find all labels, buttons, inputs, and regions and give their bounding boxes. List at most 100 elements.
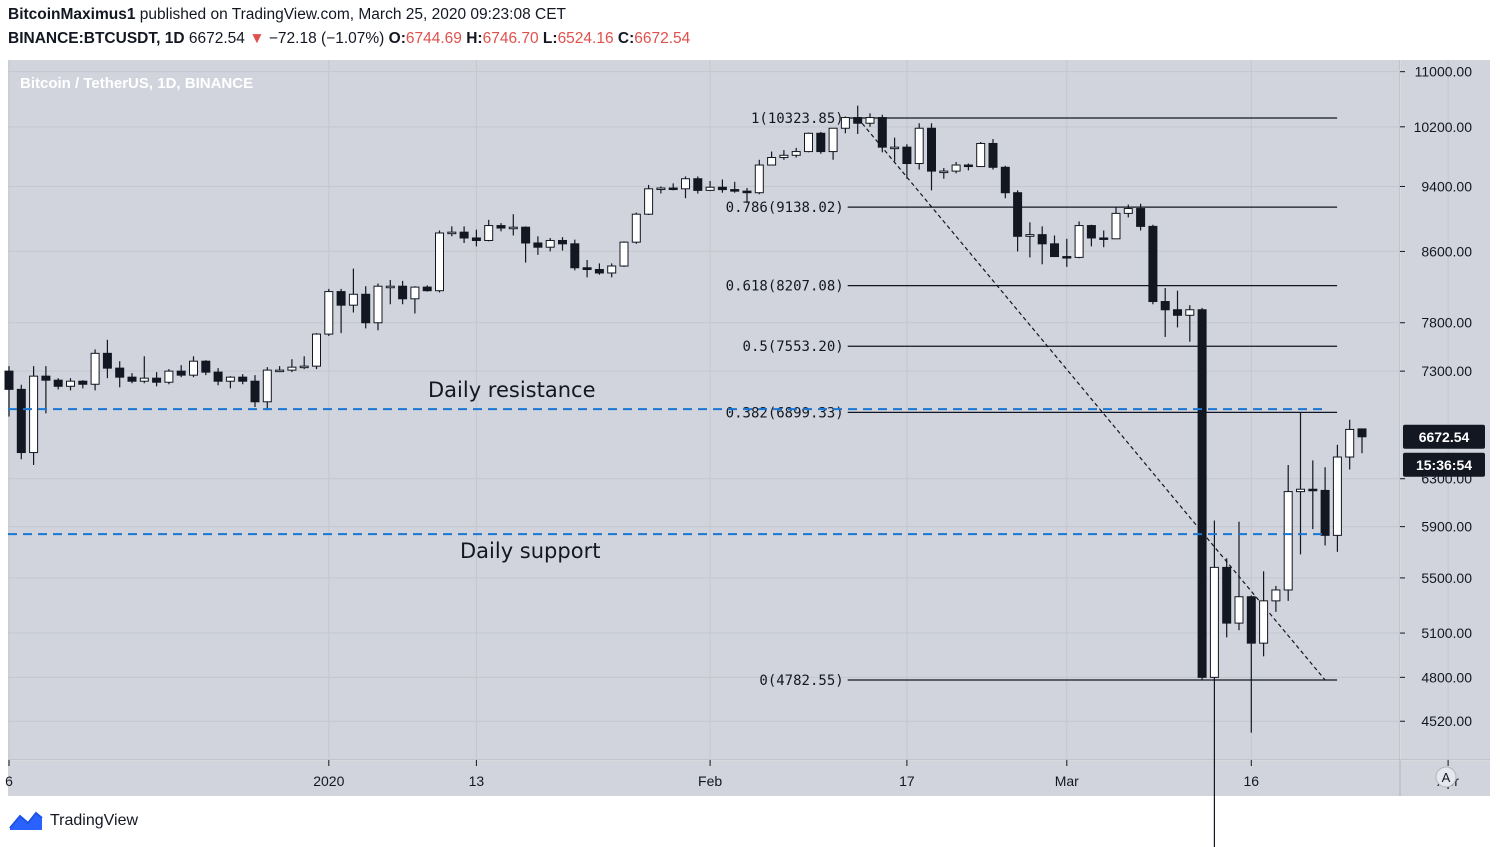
tradingview-logo-icon — [9, 811, 43, 830]
candle-body — [115, 367, 125, 378]
candle-body — [816, 132, 826, 153]
candle-body — [213, 371, 223, 382]
symbol-header: BINANCE:BTCUSDT, 1D 6672.54 ▼ −72.18 (−1… — [8, 30, 690, 48]
candle-body — [693, 178, 703, 191]
low-label: L: — [542, 30, 558, 47]
chart-title: Bitcoin / TetherUS, 1D, BINANCE — [20, 75, 253, 92]
candle-body — [66, 380, 75, 387]
level-label: Daily support — [460, 539, 600, 563]
candle-body — [558, 239, 567, 245]
candle-body — [1271, 589, 1281, 602]
y-tick-label: 7800.00 — [1421, 315, 1472, 331]
auto-scale-button[interactable] — [1435, 766, 1457, 788]
publish-header: BitcoinMaximus1 published on TradingView… — [8, 6, 566, 24]
candle-body — [1296, 488, 1305, 493]
fib-level-label: 1(10323.85) — [751, 111, 844, 127]
candle-body — [1185, 309, 1195, 316]
candle-body — [1148, 225, 1158, 303]
candle-body — [804, 132, 813, 153]
candle-body — [865, 117, 875, 124]
candle-body — [471, 237, 481, 241]
candle-body — [668, 187, 678, 191]
candle-body — [656, 187, 666, 191]
candle-body — [410, 286, 420, 300]
candle-body — [594, 268, 604, 274]
candle-body — [127, 376, 137, 382]
candle-body — [791, 151, 801, 156]
candle-body — [398, 285, 408, 300]
x-tick-label: Mar — [1055, 773, 1079, 789]
candle-body — [607, 265, 617, 274]
y-tick-label: 9400.00 — [1421, 178, 1472, 194]
fib-level-label: 0(4782.55) — [759, 673, 843, 689]
published-text: published on TradingView.com, March 25, … — [139, 6, 567, 23]
candle-body — [484, 225, 494, 241]
candle-body — [78, 380, 88, 385]
candle-body — [152, 377, 162, 383]
y-tick-label: 8600.00 — [1421, 243, 1472, 259]
candle-body — [742, 190, 752, 194]
candle-body — [890, 146, 900, 150]
candle-body — [1050, 243, 1059, 258]
candle-body — [828, 127, 838, 153]
candle-body — [435, 232, 444, 292]
auto-scale-label: A — [1442, 770, 1451, 785]
candle-body — [717, 186, 727, 191]
y-tick-label: 5900.00 — [1421, 519, 1472, 535]
y-tick-label: 4520.00 — [1421, 713, 1472, 729]
candle-body — [779, 154, 789, 159]
candle-body — [1062, 256, 1072, 259]
candle-body — [767, 157, 777, 166]
candle-body — [1000, 166, 1010, 194]
candle-body — [1013, 192, 1023, 237]
candle-body — [705, 186, 715, 191]
candle-body — [201, 360, 211, 373]
candle-body — [287, 366, 297, 371]
candle-body — [644, 188, 654, 215]
candle-body — [1037, 234, 1047, 245]
candle-body — [299, 365, 309, 369]
candle-body — [877, 117, 887, 148]
author-name[interactable]: BitcoinMaximus1 — [8, 6, 136, 23]
x-tick-label: 2020 — [313, 773, 344, 789]
price-change: −72.18 (−1.07%) — [268, 30, 385, 47]
candle-body — [324, 291, 334, 335]
footer-brand: TradingView — [50, 812, 139, 829]
countdown-badge — [1403, 452, 1485, 477]
last-price-text: 6672.54 — [1419, 429, 1470, 445]
candle-body — [730, 189, 740, 192]
candle-body — [1222, 566, 1232, 624]
candle-body — [951, 164, 961, 172]
candle-body — [189, 360, 198, 376]
candle-body — [681, 178, 690, 190]
fib-level-label: 0.5(7553.20) — [743, 339, 844, 355]
y-tick-label: 5500.00 — [1421, 570, 1472, 586]
candle-body — [1197, 309, 1207, 678]
candle-body — [570, 243, 580, 269]
tradingview-footer[interactable]: TradingView — [8, 810, 138, 832]
candle-body — [16, 388, 26, 454]
candle-body — [1160, 301, 1170, 311]
candle-body — [225, 376, 235, 382]
candle-body — [914, 127, 924, 165]
candle-body — [1357, 428, 1367, 438]
high-label: H: — [466, 30, 483, 47]
candle-body — [238, 376, 248, 382]
candle-body — [902, 146, 912, 165]
fib-level-label: 0.786(9138.02) — [726, 200, 844, 216]
candle-body — [754, 164, 764, 194]
candle-body — [176, 370, 186, 376]
candle-body — [53, 379, 63, 387]
price-axis-background — [1401, 60, 1490, 760]
close-value: 6672.54 — [634, 30, 691, 47]
fib-level-label: 0.618(8207.08) — [726, 279, 844, 295]
candle-body — [312, 333, 321, 367]
candle-body — [1074, 225, 1084, 258]
candle-body — [1209, 566, 1219, 678]
candle-body — [1173, 309, 1182, 316]
open-value: 6744.69 — [405, 30, 462, 47]
y-tick-label: 5100.00 — [1421, 625, 1472, 641]
y-tick-label: 7300.00 — [1421, 363, 1472, 379]
candle-body — [1320, 489, 1330, 536]
